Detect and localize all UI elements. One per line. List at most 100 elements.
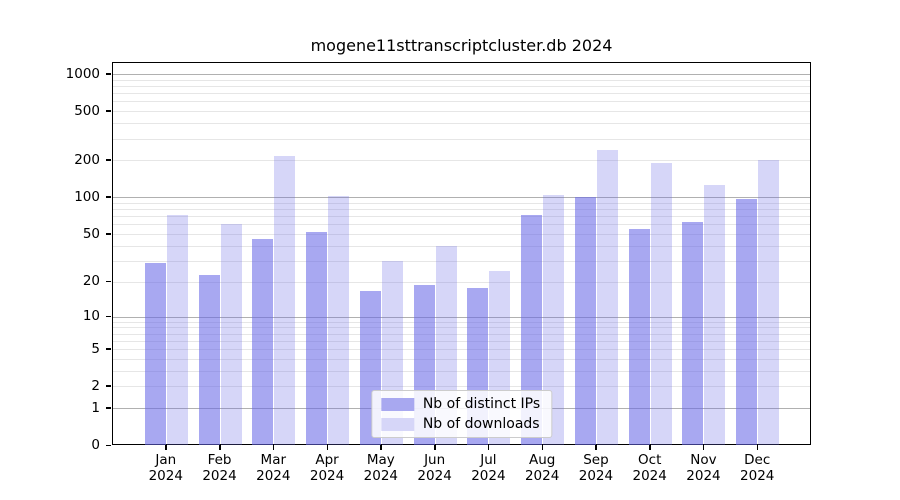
gridline-minor	[113, 281, 810, 283]
y-tick-mark	[106, 348, 111, 350]
plot-area: Nb of distinct IPs Nb of downloads	[112, 62, 811, 445]
bar-distinct-ips-mar	[252, 238, 274, 445]
x-tick-label-jun: Jun 2024	[417, 452, 452, 484]
bar-distinct-ips-nov	[682, 222, 704, 445]
y-tick-label-200: 200	[74, 151, 100, 168]
bar-downloads-nov	[704, 185, 726, 445]
bar-downloads-oct	[650, 163, 672, 445]
gridline-minor	[113, 101, 810, 103]
bar-distinct-ips-jan	[144, 263, 166, 445]
gridline-minor	[113, 349, 810, 351]
y-tick-mark	[106, 315, 111, 318]
bar-downloads-mar	[274, 156, 296, 445]
gridline-minor	[113, 123, 810, 125]
gridline-major	[113, 316, 810, 318]
x-tick-mark	[380, 445, 382, 450]
y-tick-mark	[106, 110, 111, 112]
gridline-major	[113, 74, 810, 75]
bar-downloads-feb	[220, 224, 242, 445]
y-tick-mark	[106, 159, 111, 161]
chart-title: mogene11sttranscriptcluster.db 2024	[310, 36, 613, 55]
x-tick-label-apr: Apr 2024	[309, 452, 345, 484]
x-tick-label-aug: Aug 2024	[524, 452, 560, 484]
x-tick-mark	[487, 445, 490, 450]
bar-downloads-apr	[328, 195, 350, 445]
x-tick-label-sep: Sep 2024	[578, 452, 614, 484]
gridline-minor	[113, 333, 810, 335]
x-tick-label-jul: Jul 2024	[471, 452, 506, 484]
x-tick-mark	[649, 445, 651, 450]
bar-downloads-aug	[543, 195, 565, 445]
y-tick-label-0: 0	[91, 437, 100, 453]
y-tick-label-100: 100	[74, 188, 100, 205]
gridline-minor	[113, 260, 810, 262]
bar-downloads-sep	[596, 150, 618, 445]
gridline-minor	[113, 216, 810, 218]
x-tick-mark	[756, 445, 759, 450]
y-tick-mark	[106, 407, 111, 409]
x-tick-mark	[702, 445, 705, 450]
y-tick-mark	[106, 385, 111, 387]
y-tick-label-2: 2	[91, 377, 100, 394]
legend-swatch-downloads	[380, 417, 414, 431]
gridline-minor	[113, 340, 810, 342]
bar-distinct-ips-dec	[736, 198, 758, 445]
gridline-major	[113, 197, 810, 199]
x-tick-mark	[434, 445, 436, 450]
legend-row-downloads: Nb of downloads	[380, 416, 540, 432]
gridline-minor	[113, 245, 810, 247]
gridline-minor	[113, 111, 810, 113]
gridline-minor	[113, 386, 810, 388]
x-tick-label-mar: Mar 2024	[256, 452, 291, 484]
gridline-minor	[113, 358, 810, 360]
y-tick-mark	[106, 444, 111, 446]
legend-row-distinct-ips: Nb of distinct IPs	[380, 396, 541, 412]
bar-distinct-ips-apr	[306, 231, 328, 445]
bar-downloads-dec	[758, 160, 780, 445]
gridline-minor	[113, 224, 810, 226]
y-tick-mark	[106, 73, 111, 75]
gridline-minor	[113, 327, 810, 329]
bar-distinct-ips-feb	[198, 275, 220, 445]
bar-distinct-ips-aug	[521, 215, 543, 445]
legend-label: Nb of downloads	[422, 416, 540, 432]
x-tick-mark	[219, 445, 221, 450]
y-tick-mark	[106, 280, 111, 283]
x-tick-label-nov: Nov 2024	[686, 452, 721, 484]
y-tick-mark	[106, 233, 111, 235]
x-tick-label-feb: Feb 2024	[202, 452, 237, 484]
y-tick-label-50: 50	[82, 225, 100, 242]
x-tick-label-dec: Dec 2024	[740, 452, 775, 484]
legend: Nb of distinct IPs Nb of downloads	[370, 390, 553, 438]
gridline-minor	[113, 93, 810, 95]
y-tick-label-5: 5	[91, 340, 100, 357]
gridline-minor	[113, 138, 810, 140]
gridline-minor	[113, 79, 810, 81]
x-tick-label-jan: Jan 2024	[148, 452, 183, 484]
x-tick-label-may: May 2024	[363, 452, 399, 484]
bar-downloads-jan	[166, 215, 188, 445]
y-tick-label-10: 10	[82, 308, 100, 325]
y-tick-mark	[106, 196, 111, 198]
y-tick-label-500: 500	[74, 102, 100, 119]
gridline-minor	[113, 85, 810, 87]
x-tick-mark	[165, 445, 167, 450]
legend-swatch-distinct-ips	[380, 397, 414, 411]
x-tick-label-oct: Oct 2024	[632, 452, 667, 484]
gridline-minor	[113, 209, 810, 211]
bar-distinct-ips-oct	[628, 228, 650, 445]
x-tick-mark	[326, 445, 329, 450]
x-tick-mark	[595, 445, 597, 450]
gridline-minor	[113, 321, 810, 323]
y-tick-label-1000: 1000	[65, 65, 100, 82]
x-tick-mark	[541, 445, 544, 450]
legend-label: Nb of distinct IPs	[422, 396, 541, 412]
y-tick-label-1: 1	[91, 399, 100, 416]
gridline-minor	[113, 370, 810, 372]
gridline-minor	[113, 202, 810, 204]
y-tick-label-20: 20	[82, 273, 100, 290]
bar-distinct-ips-sep	[574, 197, 596, 445]
gridline-minor	[113, 234, 810, 236]
gridline-minor	[113, 160, 810, 162]
